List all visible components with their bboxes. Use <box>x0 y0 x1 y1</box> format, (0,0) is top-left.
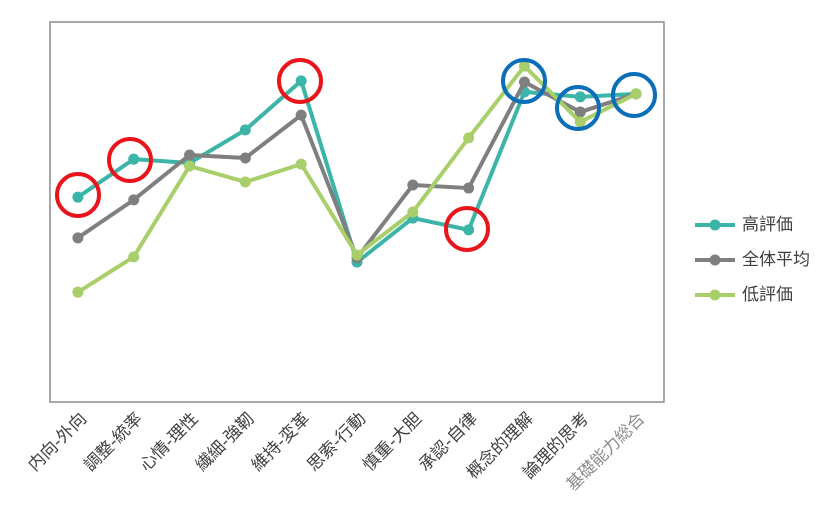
data-point <box>407 206 419 218</box>
legend-swatch-dot <box>709 254 721 266</box>
x-tick-label: 内向-外向 <box>24 409 91 476</box>
highlight-ring <box>444 206 490 252</box>
highlight-ring <box>55 172 101 218</box>
x-tick-label: 調整-統率 <box>80 409 147 476</box>
data-point <box>518 60 530 72</box>
highlight-ring <box>107 137 153 183</box>
plot-frame <box>49 21 665 403</box>
data-point <box>463 132 475 144</box>
legend-label: 全体平均 <box>742 250 810 270</box>
data-point <box>630 88 642 100</box>
data-point <box>295 75 307 87</box>
legend-swatch-dot <box>709 289 721 301</box>
data-point <box>574 116 586 128</box>
data-point <box>518 76 530 88</box>
data-point <box>407 179 419 191</box>
data-point <box>574 91 586 103</box>
data-point <box>239 176 251 188</box>
data-point <box>295 158 307 170</box>
data-point <box>463 224 475 236</box>
highlight-ring <box>277 58 323 104</box>
series-layer <box>72 60 642 298</box>
data-point <box>72 191 84 203</box>
data-point <box>184 149 196 161</box>
highlight-ring <box>611 72 657 118</box>
data-point <box>184 160 196 172</box>
series-line <box>76 80 637 260</box>
x-tick-label: 慎重-大胆 <box>359 409 426 476</box>
data-point <box>239 124 251 136</box>
data-point <box>72 232 84 244</box>
data-point <box>295 109 307 121</box>
highlight-ring <box>555 85 601 131</box>
data-point <box>351 249 363 261</box>
legend-swatch-dot <box>709 219 721 231</box>
x-tick-label: 心情-理性 <box>136 409 203 476</box>
highlight-rings <box>55 58 657 252</box>
legend-label: 低評価 <box>742 285 793 305</box>
data-point <box>574 106 586 118</box>
x-tick-label: 維持-変革 <box>248 409 315 476</box>
data-point <box>463 182 475 194</box>
highlight-ring <box>501 58 547 104</box>
data-point <box>128 251 140 263</box>
x-tick-label: 繊細-強靭 <box>192 409 259 476</box>
legend-label: 高評価 <box>742 215 793 235</box>
data-point <box>128 194 140 206</box>
data-point <box>128 153 140 165</box>
data-point <box>72 286 84 298</box>
data-point <box>239 152 251 164</box>
x-tick-label: 思索-行動 <box>304 409 371 476</box>
series-line <box>76 78 637 265</box>
